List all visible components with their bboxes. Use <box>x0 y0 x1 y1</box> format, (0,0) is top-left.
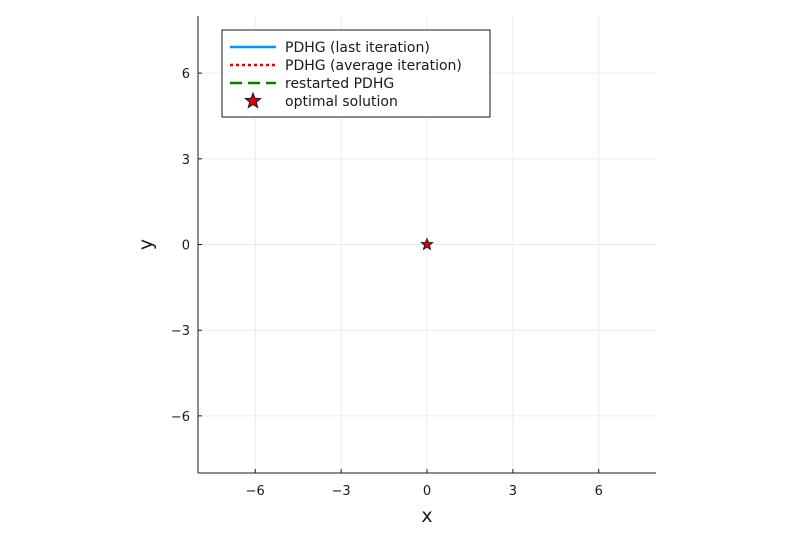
legend: PDHG (last iteration) PDHG (average iter… <box>221 29 491 118</box>
x-axis-label: x <box>421 505 432 527</box>
y-tick-label: −6 <box>171 410 190 425</box>
y-tick-label: 0 <box>182 239 190 254</box>
x-tick-label: 0 <box>423 484 431 499</box>
legend-label: PDHG (last iteration) <box>285 40 430 56</box>
legend-item: restarted PDHG <box>230 76 394 92</box>
legend-item: optimal solution <box>244 91 398 110</box>
series-layer <box>420 237 434 251</box>
x-tick-label: 3 <box>509 484 517 499</box>
legend-label: restarted PDHG <box>285 76 394 92</box>
x-tick-label: 6 <box>595 484 603 499</box>
legend-label: PDHG (average iteration) <box>285 58 462 74</box>
x-tick-label: −6 <box>246 484 265 499</box>
y-tick-label: −3 <box>171 324 190 339</box>
legend-label: optimal solution <box>285 94 398 110</box>
legend-item: PDHG (average iteration) <box>230 58 462 74</box>
legend-box <box>221 29 491 118</box>
legend-item: PDHG (last iteration) <box>230 40 430 56</box>
tick-labels: −6 −3 0 3 6 −6 −3 0 3 6 <box>171 67 603 499</box>
y-tick-label: 3 <box>182 153 190 168</box>
axes <box>197 16 656 474</box>
star-icon <box>244 91 262 109</box>
y-axis-label: y <box>135 239 157 250</box>
x-tick-label: −3 <box>332 484 351 499</box>
y-tick-label: 6 <box>182 67 190 82</box>
optimal-solution-marker <box>420 237 434 251</box>
